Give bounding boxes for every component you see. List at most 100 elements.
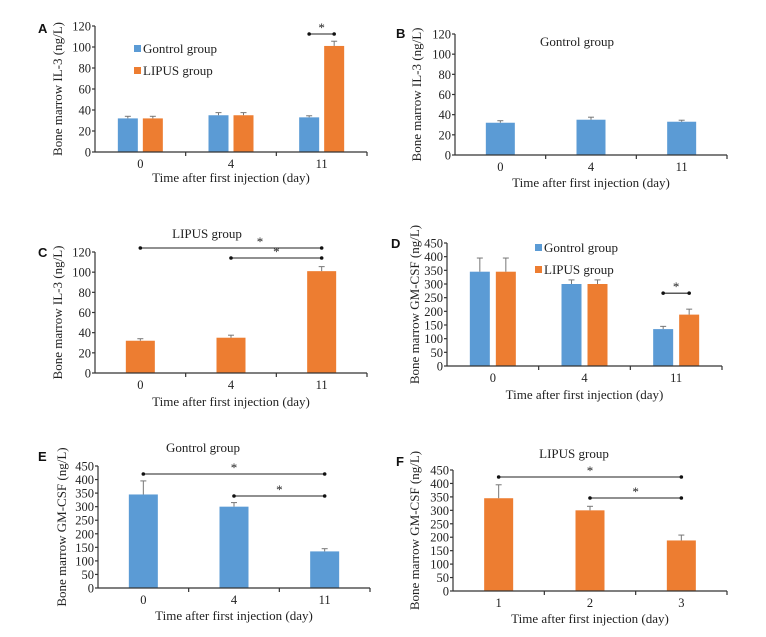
y-tick-label: 50 [437,571,450,585]
y-tick-label: 350 [424,264,443,278]
y-axis-title: Bone marrow GM-CSF (ng/L) [407,451,422,610]
y-tick-label: 200 [430,531,449,545]
x-axis-title: Time after first injection (day) [152,394,310,409]
panel-letter: F [396,454,404,469]
y-tick-label: 150 [75,541,94,555]
panel-a: A 0 20 40 60 80 100 120 0 4 11 Time after first inj… [38,20,368,185]
legend-swatch [535,244,542,251]
y-tick-label: 0 [85,146,91,160]
x-tick-label: 0 [137,378,143,392]
y-tick-label: 200 [75,527,94,541]
y-tick-label: 300 [424,278,443,292]
panel-letter: C [38,245,48,260]
y-tick-label: 300 [75,500,94,514]
bar [667,121,697,155]
y-tick-label: 80 [79,286,92,300]
y-tick-label: 250 [75,514,94,528]
x-tick-label: 1 [496,596,502,610]
y-tick-label: 300 [430,504,449,518]
panel-title: LIPUS group [172,226,242,241]
y-tick-label: 20 [79,346,92,360]
panel-letter: E [38,449,47,464]
panel-title: Gontrol group [540,34,614,49]
y-tick-label: 0 [437,360,443,374]
panel-letter: B [396,26,405,41]
significance-endpoint [322,494,327,498]
y-tick-label: 40 [79,104,92,118]
x-tick-label: 3 [678,596,684,610]
bar [561,284,582,366]
y-tick-label: 40 [79,326,92,340]
y-tick-label: 100 [72,41,91,55]
y-tick-label: 0 [88,582,94,596]
significance-endpoint [661,291,665,295]
significance-star: * [318,20,325,35]
significance-endpoint [687,291,691,295]
y-tick-label: 350 [75,487,94,501]
y-tick-label: 400 [424,250,443,264]
bar [208,115,229,152]
y-axis-title: Bone marrow GM-CSF (ng/L) [407,225,422,384]
x-tick-label: 11 [316,378,328,392]
panel-letter: A [38,21,48,36]
bar [653,329,674,366]
legend-swatch [134,45,141,52]
bar [469,271,490,366]
x-tick-label: 0 [490,371,496,385]
bar [576,119,606,155]
significance-endpoint [322,472,327,476]
y-tick-label: 60 [79,83,92,97]
x-tick-label: 4 [231,593,238,607]
bar [484,498,514,591]
y-tick-label: 100 [430,558,449,572]
significance-star: * [257,234,264,249]
x-axis-title: Time after first injection (day) [152,170,310,185]
bar [495,271,516,366]
y-tick-label: 60 [79,306,92,320]
x-axis-title: Time after first injection (day) [511,611,669,626]
y-tick-label: 450 [75,460,94,474]
significance-star: * [673,279,680,294]
y-tick-label: 120 [72,20,91,34]
y-axis-title: Bone marrow IL-3 (ng/L) [409,28,424,162]
x-tick-label: 4 [228,157,235,171]
legend-label: LIPUS group [143,63,213,78]
panel-title: Gontrol group [166,440,240,455]
significance-endpoint [319,256,324,260]
y-tick-label: 100 [72,266,91,280]
legend-label: LIPUS group [544,262,614,277]
y-tick-label: 120 [432,28,451,42]
y-tick-label: 20 [79,125,92,139]
y-tick-label: 0 [85,367,91,381]
x-tick-label: 4 [581,371,588,385]
bar [485,122,515,155]
y-tick-label: 20 [439,128,452,142]
significance-star: * [632,484,639,499]
significance-endpoint [679,475,684,479]
y-axis-title: Bone marrow GM-CSF (ng/L) [54,447,69,606]
x-axis-title: Time after first injection (day) [155,608,313,623]
bar [125,340,155,373]
significance-star: * [587,463,594,478]
significance-endpoint [141,472,146,476]
bar [324,45,345,153]
x-tick-label: 11 [670,371,682,385]
panel-letter: D [391,236,400,251]
x-tick-label: 2 [587,596,593,610]
y-tick-label: 0 [443,585,449,599]
panel-title: LIPUS group [539,446,609,461]
y-tick-label: 400 [75,473,94,487]
y-tick-label: 40 [439,108,452,122]
x-tick-label: 11 [319,593,331,607]
y-tick-label: 450 [430,464,449,478]
significance-endpoint [307,32,311,36]
bar [679,314,700,366]
y-tick-label: 120 [72,246,91,260]
y-tick-label: 100 [424,332,443,346]
bar [575,510,605,591]
y-axis-title: Bone marrow IL-3 (ng/L) [50,246,65,380]
significance-endpoint [229,256,233,260]
